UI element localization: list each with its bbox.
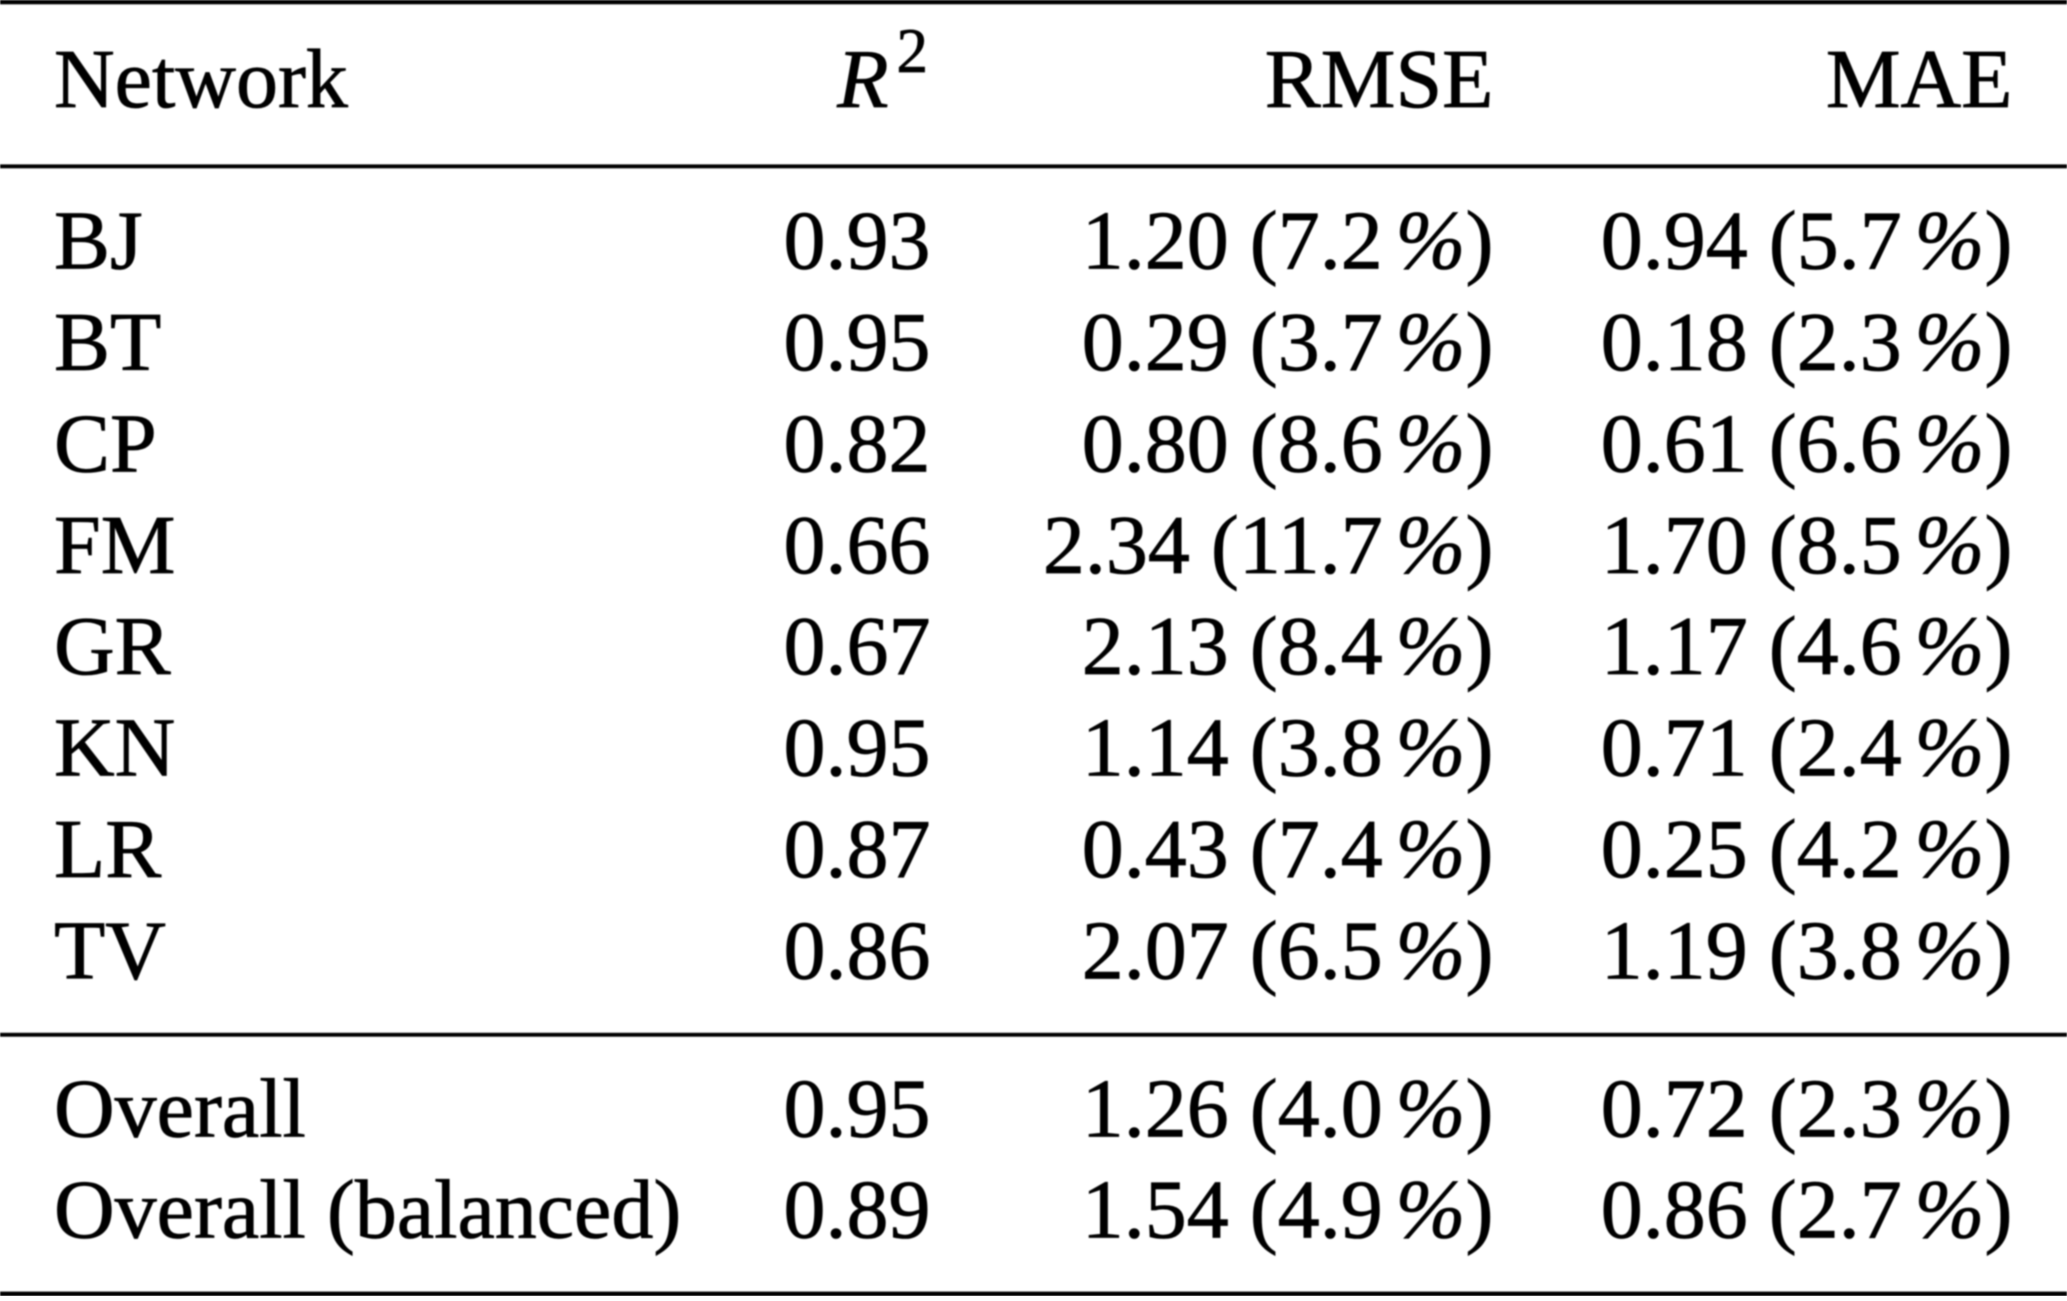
svg-text:BT: BT (54, 296, 161, 389)
svg-text:0.80 (8.6 %): 0.80 (8.6 %) (1082, 397, 1494, 490)
svg-text:0.93: 0.93 (784, 195, 931, 288)
svg-text:0.43 (7.4 %): 0.43 (7.4 %) (1082, 803, 1494, 896)
svg-text:RMSE: RMSE (1265, 33, 1494, 126)
svg-text:0.72 (2.3 %): 0.72 (2.3 %) (1601, 1062, 2013, 1155)
svg-text:0.25 (4.2 %): 0.25 (4.2 %) (1601, 803, 2013, 896)
svg-text:BJ: BJ (54, 195, 143, 288)
svg-text:0.94 (5.7 %): 0.94 (5.7 %) (1601, 195, 2013, 288)
svg-text:LR: LR (54, 803, 161, 896)
svg-text:0.95: 0.95 (784, 702, 931, 795)
svg-text:0.95: 0.95 (784, 296, 931, 389)
svg-text:KN: KN (54, 702, 175, 795)
svg-text:1.70 (8.5 %): 1.70 (8.5 %) (1601, 499, 2013, 592)
svg-text:GR: GR (54, 600, 171, 693)
svg-text:0.29 (3.7 %): 0.29 (3.7 %) (1082, 296, 1494, 389)
svg-text:MAE: MAE (1826, 33, 2013, 126)
svg-text:2.13 (8.4 %): 2.13 (8.4 %) (1082, 600, 1494, 693)
svg-text:0.61 (6.6 %): 0.61 (6.6 %) (1601, 397, 2013, 490)
svg-text:1.17 (4.6 %): 1.17 (4.6 %) (1601, 600, 2013, 693)
svg-text:0.87: 0.87 (784, 803, 931, 896)
svg-text:1.26 (4.0 %): 1.26 (4.0 %) (1082, 1062, 1494, 1155)
svg-text:0.67: 0.67 (784, 600, 931, 693)
svg-text:0.89: 0.89 (784, 1164, 931, 1257)
svg-text:0.95: 0.95 (784, 1062, 931, 1155)
svg-text:Overall (balanced): Overall (balanced) (54, 1164, 681, 1257)
svg-text:1.19 (3.8 %): 1.19 (3.8 %) (1601, 904, 2013, 997)
svg-text:R2: R2 (836, 16, 928, 126)
svg-text:0.66: 0.66 (784, 499, 931, 592)
svg-text:0.18 (2.3 %): 0.18 (2.3 %) (1601, 296, 2013, 389)
svg-text:CP: CP (54, 397, 157, 490)
svg-text:TV: TV (54, 904, 166, 997)
svg-text:1.20 (7.2 %): 1.20 (7.2 %) (1082, 195, 1494, 288)
svg-text:0.86: 0.86 (784, 904, 931, 997)
svg-text:1.54 (4.9 %): 1.54 (4.9 %) (1082, 1164, 1494, 1257)
svg-text:2.34 (11.7 %): 2.34 (11.7 %) (1043, 499, 1494, 592)
svg-text:0.82: 0.82 (784, 397, 931, 490)
svg-text:Network: Network (54, 33, 348, 126)
svg-text:Overall: Overall (54, 1062, 306, 1155)
svg-text:2.07 (6.5 %): 2.07 (6.5 %) (1082, 904, 1494, 997)
svg-text:0.86 (2.7 %): 0.86 (2.7 %) (1601, 1164, 2013, 1257)
svg-text:1.14 (3.8 %): 1.14 (3.8 %) (1082, 702, 1494, 795)
svg-text:FM: FM (54, 499, 175, 592)
svg-text:0.71 (2.4 %): 0.71 (2.4 %) (1601, 702, 2013, 795)
